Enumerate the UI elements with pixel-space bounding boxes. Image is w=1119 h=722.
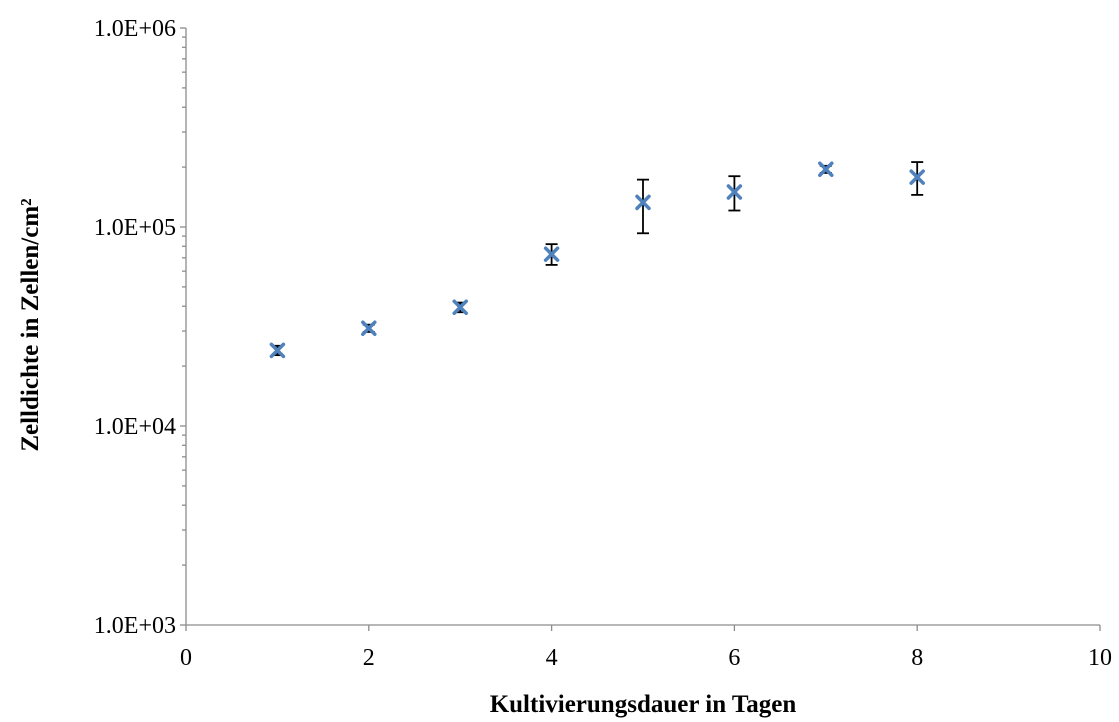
data-point [269, 342, 286, 359]
x-tick-label: 2 [363, 645, 375, 671]
x-tick-label: 0 [180, 645, 192, 671]
x-tick-label: 10 [1088, 645, 1112, 671]
data-point [635, 194, 651, 211]
y-ticks: 1.0E+03 1.0E+04 1.0E+05 1.0E+06 [94, 16, 186, 639]
y-tick-label: 1.0E+06 [94, 16, 176, 42]
x-tick-label: 4 [546, 645, 558, 671]
data-point [726, 184, 743, 200]
y-axis-title: Zelldichte in Zellen/cm² [17, 198, 44, 451]
x-ticks: 0 2 4 6 8 10 [180, 625, 1112, 671]
axes [185, 28, 1100, 626]
x-tick-label: 8 [911, 645, 923, 671]
x-axis-title: Kultivierungsdauer in Tagen [490, 691, 797, 718]
error-bar [637, 178, 649, 235]
data-point [909, 169, 925, 185]
y-tick-label: 1.0E+05 [94, 215, 176, 241]
y-tick-label: 1.0E+03 [94, 613, 176, 639]
x-tick-label: 6 [728, 645, 740, 671]
data-point [452, 299, 468, 316]
data-point [818, 161, 834, 178]
data-point [543, 246, 560, 262]
y-tick-label: 1.0E+04 [94, 414, 176, 440]
data-points [269, 161, 925, 359]
data-point [361, 320, 377, 336]
